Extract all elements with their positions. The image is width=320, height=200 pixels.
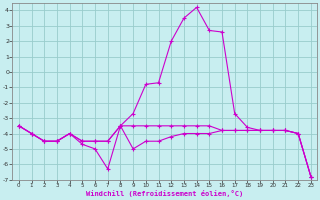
X-axis label: Windchill (Refroidissement éolien,°C): Windchill (Refroidissement éolien,°C) (86, 190, 244, 197)
